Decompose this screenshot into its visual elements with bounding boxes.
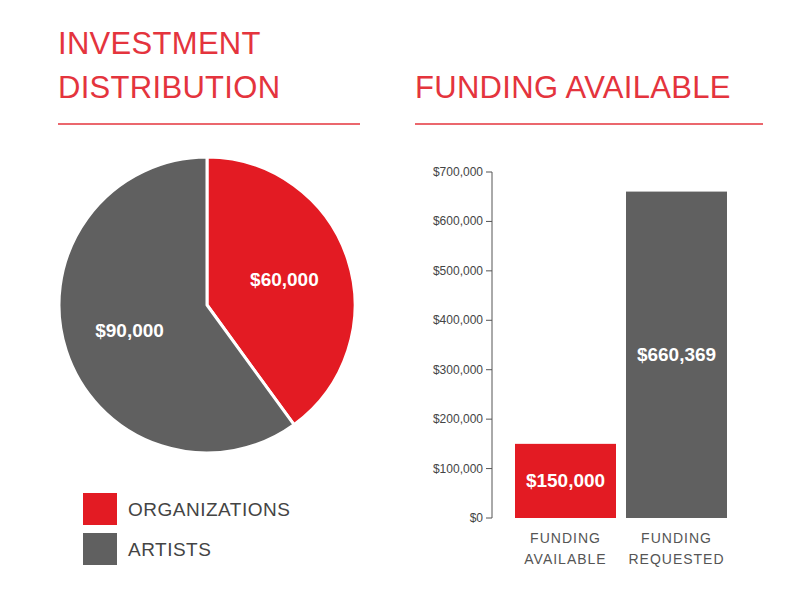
tick-mark	[486, 518, 492, 519]
tick-label: $200,000	[433, 412, 483, 426]
legend-swatch	[83, 493, 117, 525]
tick-mark	[486, 468, 492, 469]
chart-title: INVESTMENT DISTRIBUTION	[58, 22, 358, 110]
bar	[515, 444, 616, 518]
legend: ORGANIZATIONS ARTISTS	[83, 493, 290, 565]
bars	[515, 192, 727, 518]
y-axis: $0 $100,000 $200,000 $300,000 $400,000 $500,0…	[433, 165, 492, 525]
title-rule	[58, 123, 360, 125]
tick-mark	[486, 320, 492, 321]
tick-label: $300,000	[433, 363, 483, 377]
title-rule	[415, 123, 763, 125]
legend-label: ORGANIZATIONS	[128, 499, 290, 520]
data-label: $60,000	[250, 269, 319, 290]
category-label: FUNDING AVAILABLE	[510, 528, 622, 570]
bar	[626, 192, 727, 518]
tick-mark	[486, 221, 492, 222]
tick-mark	[486, 419, 492, 420]
tick-label: $0	[470, 511, 484, 525]
tick-label: $400,000	[433, 313, 483, 327]
data-label: $150,000	[526, 470, 605, 491]
chart-title: FUNDING AVAILABLE	[415, 66, 775, 110]
tick-label: $700,000	[433, 165, 483, 179]
pie-slices	[59, 157, 355, 453]
pie-slice	[59, 157, 294, 453]
legend-swatch	[83, 533, 117, 565]
legend-label: ARTISTS	[128, 539, 211, 560]
axis-line	[492, 172, 493, 518]
tick-mark	[486, 369, 492, 370]
tick-label: $500,000	[433, 264, 483, 278]
pie-labels: $60,000 $90,000	[95, 269, 319, 340]
bar-labels: $150,000 $660,369	[526, 344, 716, 491]
tick-label: $600,000	[433, 214, 483, 228]
data-label: $660,369	[637, 344, 716, 365]
tick-label: $100,000	[433, 462, 483, 476]
tick-mark	[486, 172, 492, 173]
category-label: FUNDING REQUESTED	[621, 528, 733, 570]
tick-mark	[486, 270, 492, 271]
chart-page: $60,000 $90,000 ORGANIZATIONS ARTISTS $0 $100…	[0, 0, 800, 608]
data-label: $90,000	[95, 320, 164, 341]
